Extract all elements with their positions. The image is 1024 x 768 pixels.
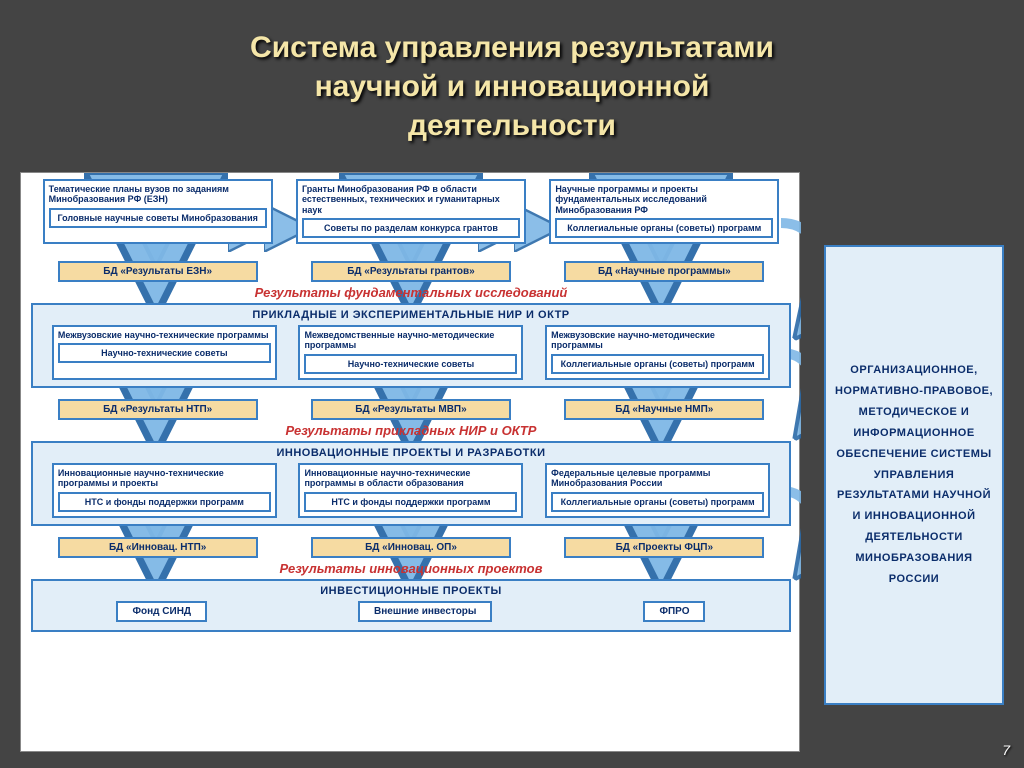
s2-card-3-inner: Коллегиальные органы (советы) программ — [551, 492, 764, 512]
db-s2-3: БД «Проекты ФЦП» — [564, 537, 764, 558]
top-card-3: Научные программы и проекты фундаменталь… — [549, 179, 779, 244]
db-s2-row: БД «Инновац. НТП» БД «Инновац. ОП» БД «П… — [31, 537, 791, 558]
diagram-area: Тематические планы вузов по заданиям Мин… — [20, 172, 800, 752]
section-investment-title: ИНВЕСТИЦИОННЫЕ ПРОЕКТЫ — [41, 585, 781, 597]
top-row: Тематические планы вузов по заданиям Мин… — [31, 179, 791, 244]
side-panel: ОРГАНИЗАЦИОННОЕ, НОРМАТИВНО-ПРАВОВОЕ, МЕ… — [824, 245, 1004, 705]
side-panel-text: ОРГАНИЗАЦИОННОЕ, НОРМАТИВНО-ПРАВОВОЕ, МЕ… — [832, 360, 996, 590]
s2-card-3: Федеральные целевые программы Минобразов… — [545, 463, 770, 518]
s1-card-2-inner: Научно-технические советы — [304, 354, 517, 374]
db-top-2: БД «Результаты грантов» — [311, 261, 511, 282]
top-card-1-inner: Головные научные советы Минобразования — [49, 208, 267, 228]
top-card-2-desc: Гранты Минобразования РФ в области естес… — [302, 184, 520, 215]
top-card-1: Тематические планы вузов по заданиям Мин… — [43, 179, 273, 244]
db-top-1: БД «Результаты ЕЗН» — [58, 261, 258, 282]
s1-card-2: Межведомственные научно-методические про… — [298, 325, 523, 380]
invest-box-2: Внешние инвесторы — [358, 601, 492, 622]
banner-1: Результаты фундаментальных исследований — [21, 285, 801, 300]
invest-box-3: ФПРО — [643, 601, 705, 622]
title-line3: деятельности — [60, 106, 964, 145]
s2-card-2-desc: Инновационные научно-технические програм… — [304, 468, 517, 489]
page-number: 7 — [1002, 742, 1010, 758]
invest-box-1: Фонд СИНД — [116, 601, 207, 622]
section-investment: ИНВЕСТИЦИОННЫЕ ПРОЕКТЫ Фонд СИНД Внешние… — [31, 579, 791, 632]
db-s1-2: БД «Результаты МВП» — [311, 399, 511, 420]
s1-card-2-desc: Межведомственные научно-методические про… — [304, 330, 517, 351]
s1-card-3: Межвузовские научно-методические програм… — [545, 325, 770, 380]
db-top-3: БД «Научные программы» — [564, 261, 764, 282]
s1-card-1-inner: Научно-технические советы — [58, 343, 271, 363]
top-card-3-desc: Научные программы и проекты фундаменталь… — [555, 184, 773, 215]
top-card-2-inner: Советы по разделам конкурса грантов — [302, 218, 520, 238]
s2-card-1: Инновационные научно-технические програм… — [52, 463, 277, 518]
s2-card-1-desc: Инновационные научно-технические програм… — [58, 468, 271, 489]
db-s2-2: БД «Инновац. ОП» — [311, 537, 511, 558]
s2-card-2-inner: НТС и фонды поддержки программ — [304, 492, 517, 512]
top-card-3-inner: Коллегиальные органы (советы) программ — [555, 218, 773, 238]
db-s2-1: БД «Инновац. НТП» — [58, 537, 258, 558]
s1-card-1-desc: Межвузовские научно-технические программ… — [58, 330, 271, 340]
section-applied-title: ПРИКЛАДНЫЕ И ЭКСПЕРИМЕНТАЛЬНЫЕ НИР И ОКТ… — [41, 309, 781, 321]
section-applied: ПРИКЛАДНЫЕ И ЭКСПЕРИМЕНТАЛЬНЫЕ НИР И ОКТ… — [31, 303, 791, 388]
banner-3: Результаты инновационных проектов — [21, 561, 801, 576]
top-card-2: Гранты Минобразования РФ в области естес… — [296, 179, 526, 244]
page-title: Система управления результатами научной … — [0, 0, 1024, 153]
s2-card-1-inner: НТС и фонды поддержки программ — [58, 492, 271, 512]
title-line2: научной и инновационной — [60, 67, 964, 106]
db-s1-1: БД «Результаты НТП» — [58, 399, 258, 420]
db-s1-row: БД «Результаты НТП» БД «Результаты МВП» … — [31, 399, 791, 420]
title-line1: Система управления результатами — [60, 28, 964, 67]
top-card-1-desc: Тематические планы вузов по заданиям Мин… — [49, 184, 267, 205]
s2-card-3-desc: Федеральные целевые программы Минобразов… — [551, 468, 764, 489]
s1-card-3-inner: Коллегиальные органы (советы) программ — [551, 354, 764, 374]
section-innovation-title: ИННОВАЦИОННЫЕ ПРОЕКТЫ И РАЗРАБОТКИ — [41, 447, 781, 459]
section-innovation: ИННОВАЦИОННЫЕ ПРОЕКТЫ И РАЗРАБОТКИ Иннов… — [31, 441, 791, 526]
db-top-row: БД «Результаты ЕЗН» БД «Результаты грант… — [31, 261, 791, 282]
banner-2: Результаты прикладных НИР и ОКТР — [21, 423, 801, 438]
s2-card-2: Инновационные научно-технические програм… — [298, 463, 523, 518]
s1-card-1: Межвузовские научно-технические программ… — [52, 325, 277, 380]
db-s1-3: БД «Научные НМП» — [564, 399, 764, 420]
s1-card-3-desc: Межвузовские научно-методические програм… — [551, 330, 764, 351]
